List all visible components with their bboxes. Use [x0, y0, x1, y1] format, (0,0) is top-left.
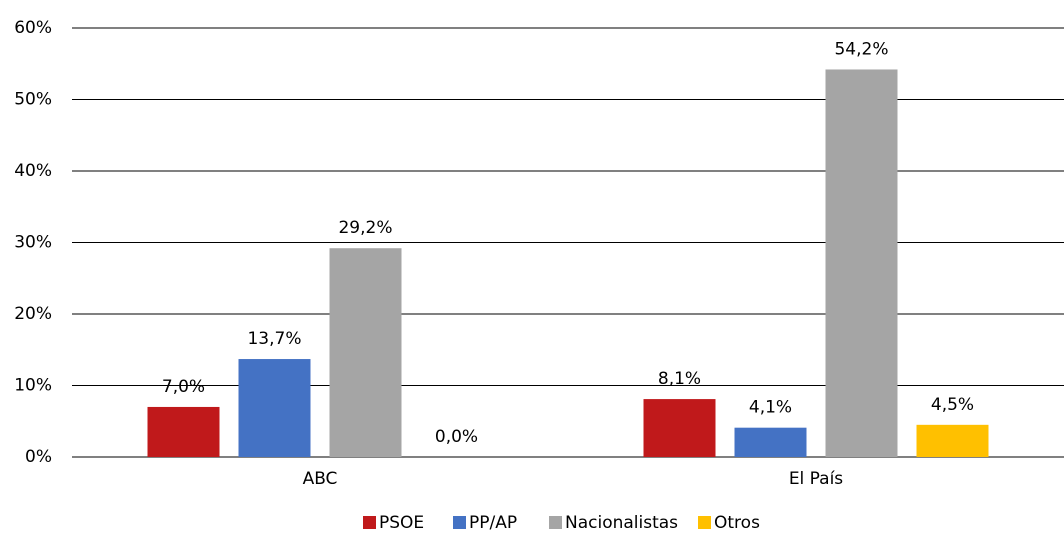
bar — [643, 399, 716, 457]
value-label: 54,2% — [834, 39, 888, 59]
legend-swatch — [453, 516, 466, 529]
x-tick-label: ABC — [303, 469, 338, 489]
bar — [238, 359, 311, 457]
legend-label: PP/AP — [469, 513, 517, 533]
value-label: 4,1% — [749, 398, 792, 418]
legend-label: Nacionalistas — [565, 513, 678, 533]
bar — [329, 248, 402, 457]
legend-label: PSOE — [379, 513, 424, 533]
legend-swatch — [363, 516, 376, 529]
value-label: 0,0% — [435, 427, 478, 447]
y-tick-label: 40% — [14, 161, 52, 181]
y-tick-label: 60% — [14, 18, 52, 38]
bar — [734, 427, 807, 457]
bar — [147, 406, 220, 457]
legend-swatch — [549, 516, 562, 529]
value-label: 13,7% — [247, 329, 301, 349]
bar — [825, 69, 898, 457]
bar — [916, 424, 989, 457]
value-label: 8,1% — [658, 369, 701, 389]
value-label: 7,0% — [162, 377, 205, 397]
x-tick-label: El País — [789, 469, 843, 489]
legend-label: Otros — [714, 513, 760, 533]
y-tick-label: 50% — [14, 90, 52, 110]
legend-swatch — [698, 516, 711, 529]
value-label: 4,5% — [931, 395, 974, 415]
y-tick-label: 0% — [25, 447, 52, 467]
y-tick-label: 10% — [14, 376, 52, 396]
value-label: 29,2% — [338, 218, 392, 238]
y-tick-label: 20% — [14, 304, 52, 324]
y-tick-label: 30% — [14, 233, 52, 253]
